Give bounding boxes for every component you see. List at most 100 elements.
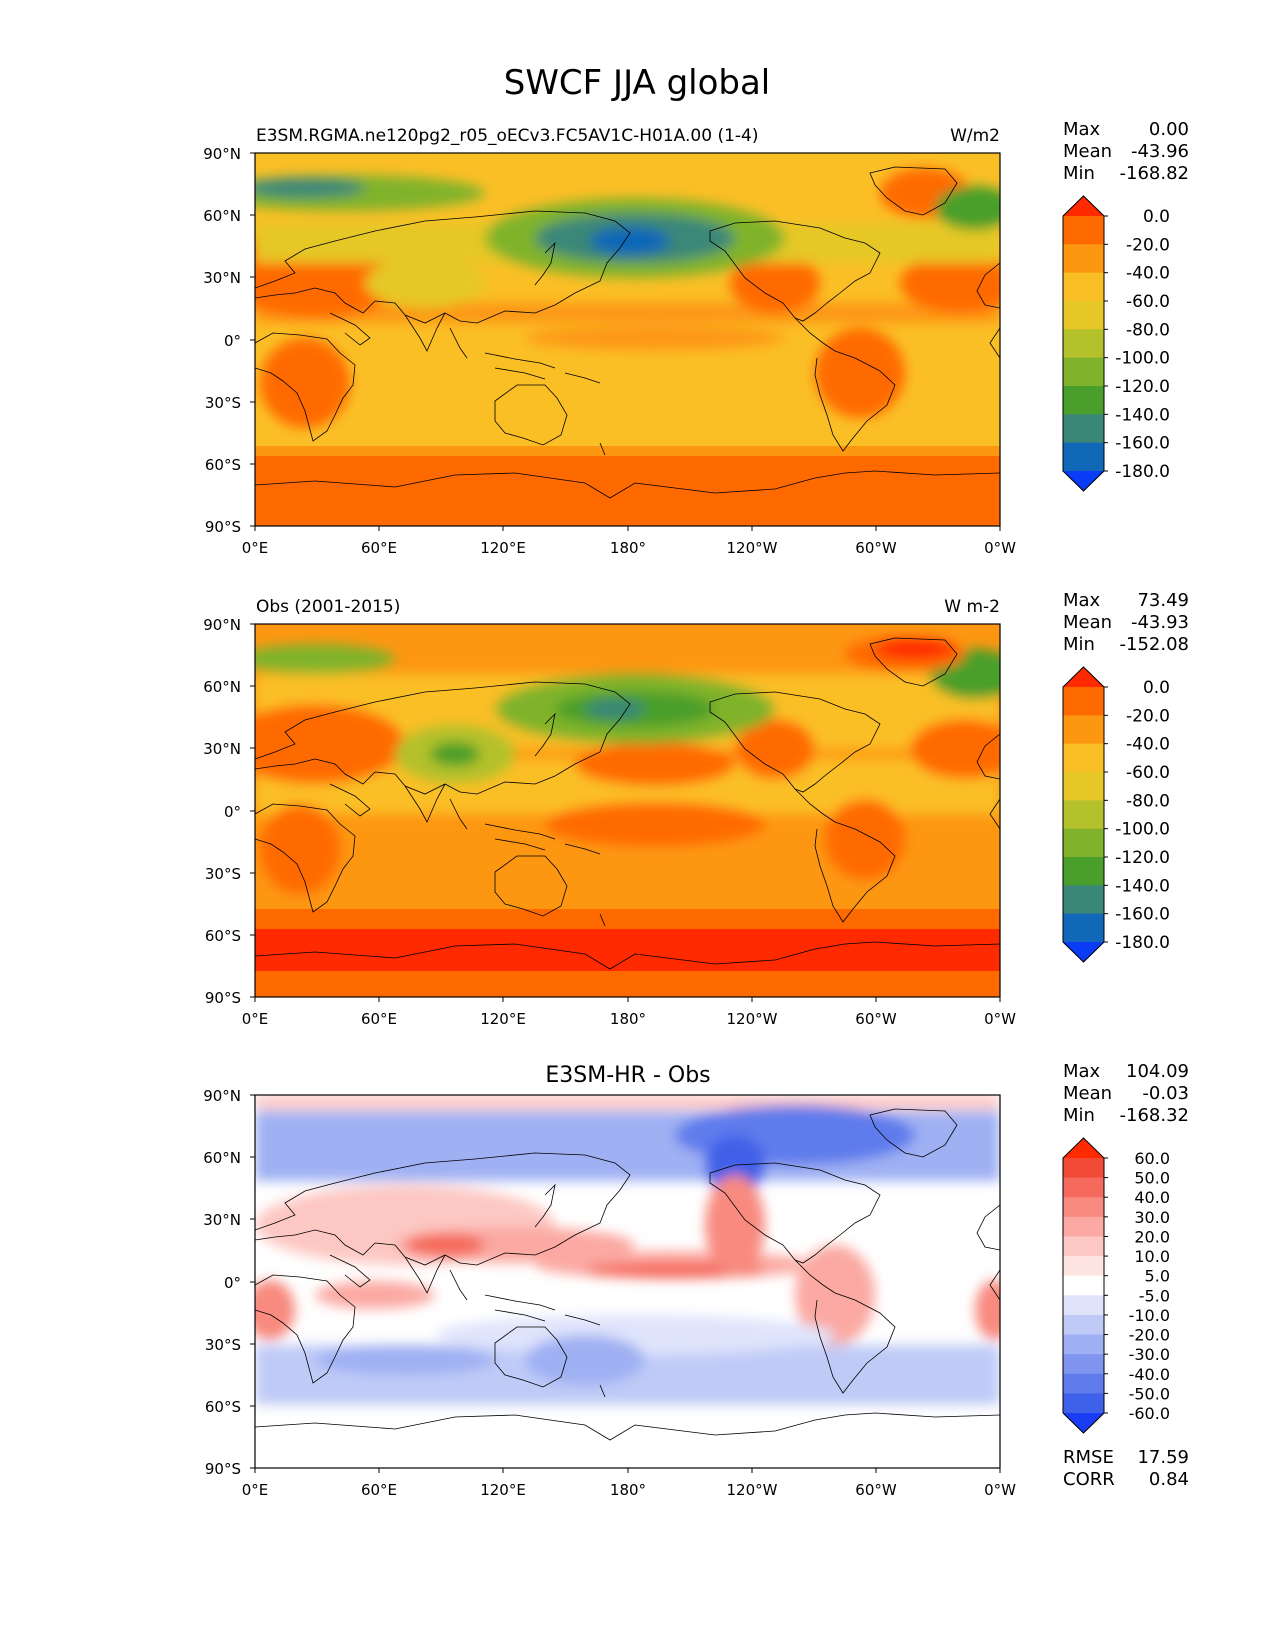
colorbar-segment: [1063, 1373, 1104, 1394]
colorbar-tick-label: 0.0: [1143, 678, 1170, 698]
lat-tick-label: 90°S: [205, 518, 241, 536]
lat-tick-label: 60°N: [203, 207, 241, 225]
colorbar-tick-label: -10.0: [1129, 1306, 1170, 1325]
panel-obs-colorbar: 0.0 -20.0 -40.0 -60.0 -80.0 -100.0 -120.0 -140.…: [1062, 666, 1170, 963]
colorbar-segment: [1063, 1216, 1104, 1237]
colorbar-segment: [1063, 687, 1104, 716]
stat-label: Max: [1063, 119, 1101, 140]
panel-obs-title: Obs (2001-2015): [256, 597, 400, 617]
panel-diff-colorbar: 60.050.040.030.020.010.05.0-5.0-10.0-20.…: [1062, 1137, 1170, 1434]
lat-tick-label: 30°N: [203, 269, 241, 287]
panel-model-title: E3SM.RGMA.ne120pg2_r05_oECv3.FC5AV1C-H01…: [256, 126, 758, 146]
lon-tick-label: 120°W: [727, 1481, 778, 1499]
panel-diff-title: E3SM-HR - Obs: [545, 1063, 710, 1088]
lat-tick-label: 60°S: [205, 927, 241, 945]
lon-tick-label: 60°E: [361, 539, 397, 557]
stat-label: Mean: [1063, 141, 1112, 162]
stat-value: -43.93: [1131, 612, 1189, 633]
colorbar-extend-max: [1063, 667, 1104, 687]
colorbar-segment: [1063, 1236, 1104, 1257]
colorbar-segment: [1063, 1295, 1104, 1316]
lon-tick-label: 60°E: [361, 1010, 397, 1028]
lat-tick-label: 30°S: [205, 865, 241, 883]
lon-tick-label: 120°W: [727, 539, 778, 557]
colorbar-extend-max: [1063, 196, 1104, 216]
stat-value: -0.03: [1142, 1083, 1189, 1104]
colorbar-segment: [1063, 800, 1104, 830]
lat-tick-label: 60°N: [203, 1149, 241, 1167]
lat-tick-label: 30°N: [203, 1211, 241, 1229]
lon-tick-label: 180°: [610, 1481, 646, 1499]
lon-tick-label: 120°E: [480, 1010, 526, 1028]
lon-tick-label: 60°E: [361, 1481, 397, 1499]
lat-tick-label: 0°: [224, 332, 241, 350]
stat-label: Max: [1063, 1061, 1101, 1082]
colorbar-segment: [1063, 1354, 1104, 1375]
colorbar-extend-max: [1063, 1138, 1104, 1158]
panel-obs-stats: Max 73.49 Mean -43.93 Min -152.08: [1063, 590, 1189, 655]
colorbar-segment: [1063, 244, 1104, 274]
lat-tick-label: 90°S: [205, 989, 241, 1007]
lon-tick-label: 0°E: [242, 1010, 269, 1028]
colorbar-tick-label: 50.0: [1134, 1169, 1170, 1188]
panel-obs-units: W m-2: [944, 597, 1000, 617]
lat-tick-label: 90°N: [203, 1087, 241, 1105]
colorbar-tick-label: 5.0: [1145, 1267, 1170, 1286]
colorbar-tick-label: -60.0: [1129, 1404, 1170, 1423]
corr-value: 0.84: [1149, 1469, 1189, 1490]
stat-label: Max: [1063, 590, 1101, 611]
colorbar-tick-label: 60.0: [1134, 1149, 1170, 1168]
stat-label: Mean: [1063, 612, 1112, 633]
corr-label: CORR: [1063, 1469, 1115, 1490]
colorbar-segment: [1063, 442, 1104, 472]
panel-obs-map: [255, 624, 1000, 997]
stat-label: Min: [1063, 1105, 1095, 1126]
colorbar-tick-label: -120.0: [1115, 377, 1170, 397]
stat-value: -43.96: [1131, 141, 1189, 162]
lat-tick-label: 90°N: [203, 616, 241, 634]
colorbar-extend-min: [1063, 471, 1104, 491]
colorbar-tick-label: -180.0: [1115, 933, 1170, 953]
colorbar-extend-min: [1063, 942, 1104, 962]
panel-diff: E3SM-HR - Obs 90°N 60°N 30°N 0° 30°S 60°…: [203, 1061, 1189, 1499]
figure-title: SWCF JJA global: [504, 63, 771, 103]
lat-tick-label: 0°: [224, 803, 241, 821]
colorbar-tick-label: -30.0: [1129, 1345, 1170, 1364]
colorbar-tick-label: -40.0: [1126, 735, 1170, 755]
lon-tick-label: 120°W: [727, 1010, 778, 1028]
lat-tick-label: 30°N: [203, 740, 241, 758]
colorbar-segment: [1063, 357, 1104, 387]
colorbar-extend-min: [1063, 1413, 1104, 1433]
colorbar-tick-label: -40.0: [1126, 264, 1170, 284]
lon-tick-label: 0°W: [984, 539, 1016, 557]
lon-tick-label: 180°: [610, 1010, 646, 1028]
lat-tick-label: 0°: [224, 1274, 241, 1292]
stat-value: 0.00: [1149, 119, 1189, 140]
stat-value: 73.49: [1137, 590, 1189, 611]
colorbar-segment: [1063, 272, 1104, 302]
colorbar-segment: [1063, 772, 1104, 801]
lat-tick-label: 90°N: [203, 145, 241, 163]
colorbar-tick-label: 10.0: [1134, 1247, 1170, 1266]
colorbar-tick-label: -140.0: [1115, 405, 1170, 425]
colorbar-segment: [1063, 1334, 1104, 1355]
colorbar-segment: [1063, 329, 1104, 359]
colorbar-tick-label: -100.0: [1115, 349, 1170, 369]
panel-diff-lon-axis: 0°E 60°E 120°E 180° 120°W 60°W 0°W: [242, 1468, 1016, 1499]
stat-value: -168.82: [1120, 163, 1189, 184]
colorbar-segment: [1063, 1393, 1104, 1414]
colorbar-tick-label: -160.0: [1115, 905, 1170, 925]
colorbar-segment: [1063, 301, 1104, 330]
colorbar-segment: [1063, 885, 1104, 915]
colorbar-segment: [1063, 1275, 1104, 1296]
panel-model: E3SM.RGMA.ne120pg2_r05_oECv3.FC5AV1C-H01…: [203, 119, 1189, 557]
panel-model-lat-axis: 90°N 60°N 30°N 0° 30°S 60°S 90°S: [203, 145, 255, 536]
panel-obs-lat-axis: 90°N 60°N 30°N 0° 30°S 60°S 90°S: [203, 616, 255, 1007]
rmse-label: RMSE: [1063, 1447, 1114, 1468]
lat-tick-label: 60°N: [203, 678, 241, 696]
lat-tick-label: 60°S: [205, 456, 241, 474]
lat-tick-label: 30°S: [205, 1336, 241, 1354]
colorbar-tick-label: -80.0: [1126, 320, 1170, 340]
lon-tick-label: 0°W: [984, 1010, 1016, 1028]
